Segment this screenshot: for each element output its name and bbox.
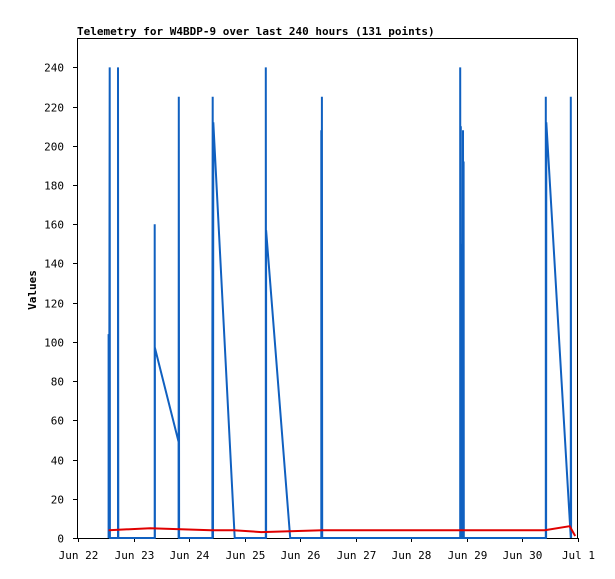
y-tick-label: 120: [44, 298, 64, 311]
y-tick-label: 40: [51, 455, 64, 468]
x-tick-label: Jun 28: [392, 549, 432, 562]
x-tick-label: Jun 27: [337, 549, 377, 562]
chart-title: Telemetry for W4BDP-9 over last 240 hour…: [77, 25, 435, 38]
y-tick-label: 160: [44, 219, 64, 232]
y-tick-label: 100: [44, 337, 64, 350]
x-tick-label: Jun 22: [59, 549, 99, 562]
series-line-2: [108, 525, 577, 537]
y-axis: 0 20 40 60 80 100 120 140 160 180 200 220 240: [44, 62, 78, 546]
y-tick-label: 60: [51, 415, 64, 428]
y-tick-label: 240: [44, 62, 64, 75]
y-tick-label: 140: [44, 258, 64, 271]
plot-frame: [77, 38, 578, 539]
y-tick-label: 180: [44, 180, 64, 193]
y-tick-label: 20: [51, 494, 64, 507]
x-tick-label: Jul 1: [562, 549, 595, 562]
y-tick-label: 220: [44, 102, 64, 115]
series-line-1: [107, 67, 573, 539]
y-tick-label: 80: [51, 376, 64, 389]
x-tick-label: Jun 24: [170, 549, 210, 562]
series-layer: [107, 67, 577, 539]
y-tick-label: 0: [57, 533, 64, 546]
x-axis: Jun 22 Jun 23 Jun 24 Jun 25 Jun 26 Jun 27 Jun …: [59, 538, 595, 562]
y-tick-label: 200: [44, 141, 64, 154]
x-tick-label: Jun 29: [448, 549, 488, 562]
x-tick-label: Jun 30: [503, 549, 543, 562]
x-tick-label: Jun 26: [281, 549, 321, 562]
x-tick-label: Jun 23: [115, 549, 155, 562]
x-tick-label: Jun 25: [226, 549, 266, 562]
y-axis-label: Values: [26, 270, 39, 310]
